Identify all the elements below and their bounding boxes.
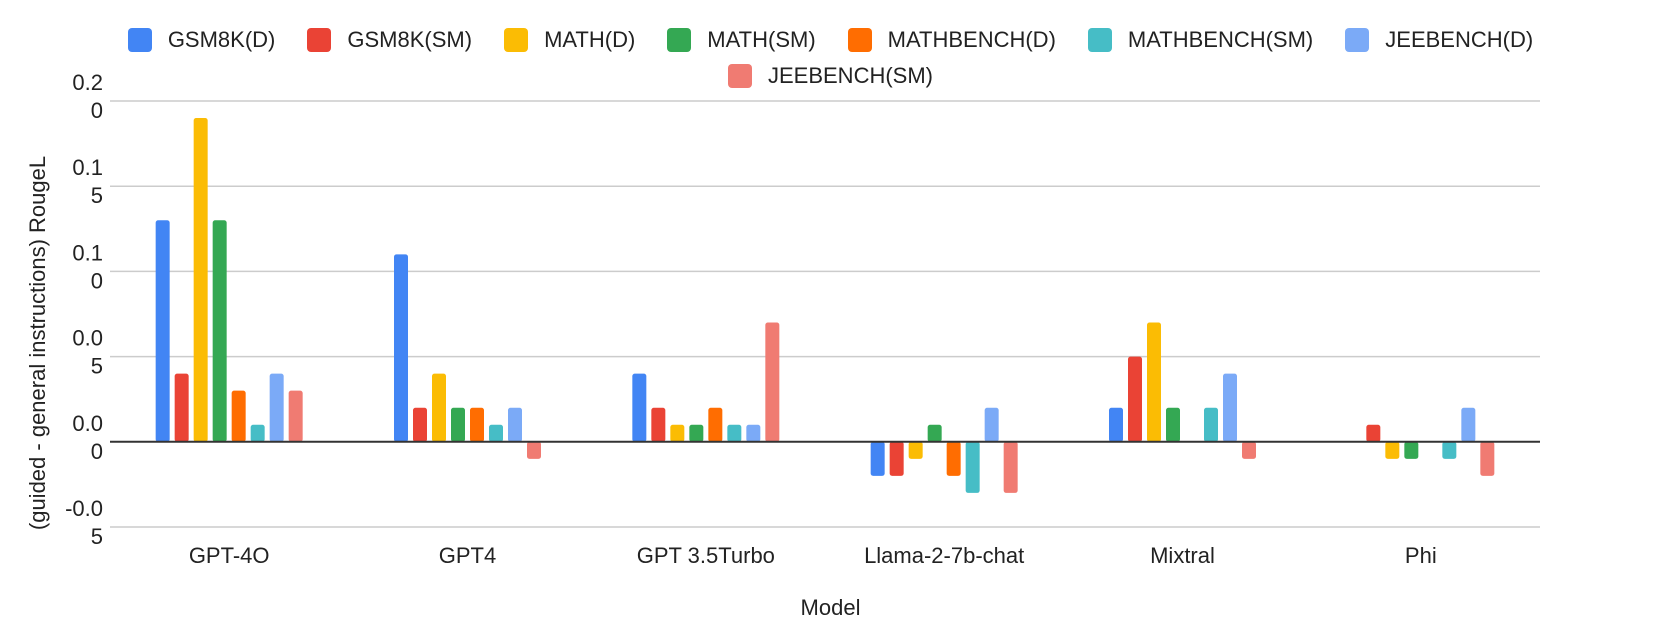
- y-axis-label: (guided - general instructions) RougeL: [25, 155, 50, 531]
- bar: [1128, 356, 1142, 442]
- bar: [1480, 441, 1495, 476]
- bar: [670, 424, 685, 442]
- legend-swatch: [1087, 28, 1112, 52]
- y-tick-label: 5: [91, 183, 103, 208]
- legend-label: MATHBENCH(D): [887, 27, 1056, 52]
- bar: [288, 390, 303, 442]
- bar: [927, 424, 942, 442]
- y-tick-label: 0.1: [72, 155, 103, 180]
- bar: [632, 373, 647, 442]
- legend-swatch: [504, 28, 529, 52]
- y-tick-label: 5: [91, 354, 103, 379]
- bar: [946, 441, 961, 476]
- legend-label: JEEBENCH(D): [1385, 27, 1534, 52]
- bar: [174, 373, 189, 442]
- legend-label: GSM8K(D): [167, 27, 276, 52]
- bar: [1166, 407, 1180, 442]
- bar: [1223, 373, 1237, 442]
- bar: [470, 407, 484, 442]
- legend-swatch: [847, 28, 872, 52]
- legend-swatch: [307, 28, 332, 52]
- bar: [1109, 407, 1123, 442]
- legend-item: GSM8K(D): [127, 27, 276, 53]
- x-tick-label: GPT-4O: [189, 543, 270, 568]
- legend-item: JEEBENCH(SM): [727, 63, 933, 89]
- bar: [908, 441, 923, 459]
- legend: GSM8K(D) GSM8K(SM) MATH(D) MATH(SM) MATHBENC…: [0, 22, 1661, 94]
- legend-item: GSM8K(SM): [307, 27, 472, 53]
- legend-row-2: JEEBENCH(SM): [0, 58, 1661, 94]
- x-tick-label: GPT 3.5Turbo: [637, 543, 775, 568]
- bar: [432, 373, 446, 442]
- bar: [1366, 424, 1381, 442]
- legend-swatch: [127, 28, 152, 52]
- bar: [269, 373, 284, 442]
- y-tick-label: 0.0: [72, 326, 103, 351]
- bar: [527, 441, 541, 459]
- bar: [1385, 441, 1400, 459]
- legend-swatch: [727, 64, 752, 88]
- x-tick-label: Llama-2-7b-chat: [864, 543, 1024, 568]
- bar: [965, 441, 980, 493]
- legend-item: MATH(SM): [667, 27, 816, 53]
- bar: [231, 390, 246, 442]
- bar: [765, 322, 780, 442]
- bar: [746, 424, 761, 442]
- legend-row-1: GSM8K(D) GSM8K(SM) MATH(D) MATH(SM) MATHBENC…: [0, 22, 1661, 58]
- y-tick-label: 0: [91, 268, 103, 293]
- legend-swatch: [1345, 28, 1370, 52]
- y-tick-label: -0.0: [65, 496, 103, 521]
- legend-item: MATHBENCH(SM): [1087, 27, 1314, 53]
- legend-item: JEEBENCH(D): [1345, 27, 1533, 53]
- bar: [984, 407, 999, 442]
- bar: [451, 407, 465, 442]
- bar: [689, 424, 704, 442]
- y-tick-label: 0: [91, 98, 103, 123]
- bar: [1461, 407, 1476, 442]
- bar: [193, 118, 208, 442]
- legend-label: JEEBENCH(SM): [767, 63, 933, 88]
- legend-item: MATHBENCH(D): [847, 27, 1056, 53]
- bar: [651, 407, 666, 442]
- bar: [413, 407, 427, 442]
- y-tick-label: 0: [91, 439, 103, 464]
- legend-swatch: [667, 28, 692, 52]
- bar: [708, 407, 723, 442]
- bar: [727, 424, 742, 442]
- legend-label: MATH(D): [544, 27, 636, 52]
- x-tick-label: GPT4: [439, 543, 496, 568]
- bar: [1147, 322, 1161, 442]
- bar: [1442, 441, 1457, 459]
- legend-label: MATH(SM): [707, 27, 816, 52]
- y-tick-label: 0.0: [72, 411, 103, 436]
- bar: [212, 220, 227, 442]
- x-tick-label: Mixtral: [1150, 543, 1215, 568]
- legend-item: MATH(D): [504, 27, 635, 53]
- bar: [1404, 441, 1419, 459]
- x-tick-label: Phi: [1405, 543, 1437, 568]
- bar: [508, 407, 522, 442]
- y-tick-label: 0.1: [72, 240, 103, 265]
- legend-label: MATHBENCH(SM): [1127, 27, 1314, 52]
- bar: [489, 424, 503, 442]
- bar: [155, 220, 170, 442]
- legend-label: GSM8K(SM): [347, 27, 473, 52]
- bar: [1242, 441, 1256, 459]
- bar: [394, 254, 408, 442]
- bar: [1204, 407, 1218, 442]
- bar: [889, 441, 904, 476]
- bar: [250, 424, 265, 442]
- bar: [870, 441, 885, 476]
- bar: [1003, 441, 1018, 493]
- y-tick-label: 0.2: [72, 70, 103, 95]
- y-tick-label: 5: [91, 524, 103, 549]
- x-axis-label: Model: [800, 595, 861, 620]
